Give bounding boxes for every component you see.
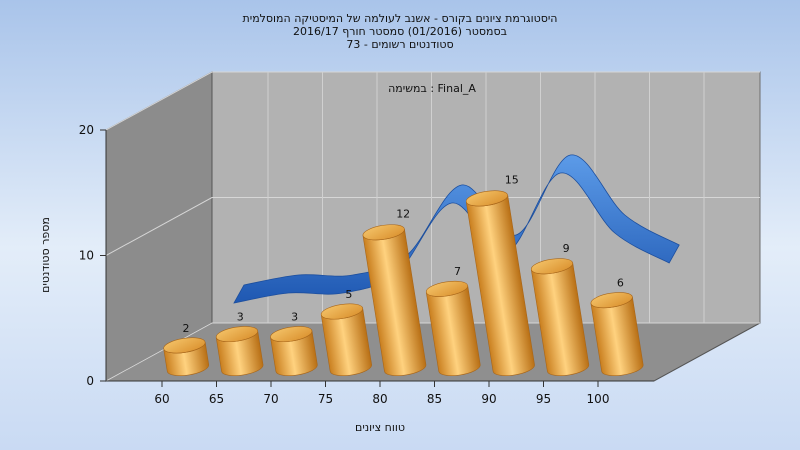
title-line-2: בסמסטר (01/2016) סמסטר חורף 2016/17 bbox=[293, 25, 507, 38]
y-tick-label-1: 10 bbox=[79, 249, 94, 263]
annotation-label: במשימה : Final_A bbox=[388, 82, 476, 95]
title-line-1: היסטוגרמת ציונים בקורס - אשנב לעולמה של … bbox=[243, 12, 558, 25]
chart-title: היסטוגרמת ציונים בקורס - אשנב לעולמה של … bbox=[243, 12, 558, 51]
x-axis-title: טווח ציונים bbox=[355, 421, 405, 434]
y-axis: 0 10 20 bbox=[79, 123, 107, 388]
bar-top-85 bbox=[425, 280, 469, 297]
value-label-100: 6 bbox=[617, 276, 624, 289]
x-tick-label-6: 90 bbox=[481, 392, 496, 406]
bar-60: 2 bbox=[163, 322, 210, 376]
x-tick-label-1: 65 bbox=[209, 392, 224, 406]
x-tick-label-4: 80 bbox=[372, 392, 387, 406]
bar-95: 9 bbox=[530, 242, 590, 376]
bars: 2 3 3 5 12 7 15 9 6 bbox=[163, 173, 644, 376]
value-label-85: 7 bbox=[454, 265, 461, 278]
bar-top-90 bbox=[465, 190, 509, 207]
bar-top-80 bbox=[362, 224, 405, 241]
bar-65: 3 bbox=[215, 311, 264, 376]
bar-top-70 bbox=[270, 326, 313, 343]
x-tick-label-0: 60 bbox=[154, 392, 169, 406]
x-tick-label-2: 70 bbox=[263, 392, 278, 406]
bar-70: 3 bbox=[270, 311, 318, 376]
x-tick-label-8: 100 bbox=[587, 392, 610, 406]
value-label-90: 15 bbox=[505, 173, 519, 186]
bar-85: 7 bbox=[425, 265, 481, 376]
bar-75: 5 bbox=[320, 288, 372, 376]
bar-top-100 bbox=[590, 292, 633, 309]
x-tick-label-7: 95 bbox=[536, 392, 551, 406]
value-label-60: 2 bbox=[183, 322, 190, 335]
x-tick-label-5: 85 bbox=[427, 392, 442, 406]
y-tick-label-0: 0 bbox=[86, 374, 94, 388]
bar-80: 12 bbox=[362, 208, 427, 376]
bar-90: 15 bbox=[465, 173, 535, 376]
title-line-3: סטודנטים רשומים - 73 bbox=[346, 38, 453, 51]
value-label-75: 5 bbox=[345, 288, 352, 301]
bar-100: 6 bbox=[590, 276, 644, 376]
bar-top-95 bbox=[530, 258, 574, 275]
value-label-80: 12 bbox=[396, 208, 410, 221]
value-label-65: 3 bbox=[237, 311, 244, 324]
gridline-2 bbox=[105, 71, 760, 131]
x-tick-label-3: 75 bbox=[318, 392, 333, 406]
bar-top-65 bbox=[215, 326, 258, 343]
y-axis-title: מספר סטודנטים bbox=[39, 217, 52, 293]
value-label-70: 3 bbox=[291, 311, 298, 324]
gridline-1 bbox=[105, 197, 760, 256]
value-label-95: 9 bbox=[563, 242, 570, 255]
bar-top-75 bbox=[320, 303, 364, 320]
y-tick-label-2: 20 bbox=[79, 123, 94, 137]
bar-top-60 bbox=[163, 337, 206, 354]
x-axis: 60 65 70 75 80 85 90 95 100 bbox=[106, 380, 654, 406]
